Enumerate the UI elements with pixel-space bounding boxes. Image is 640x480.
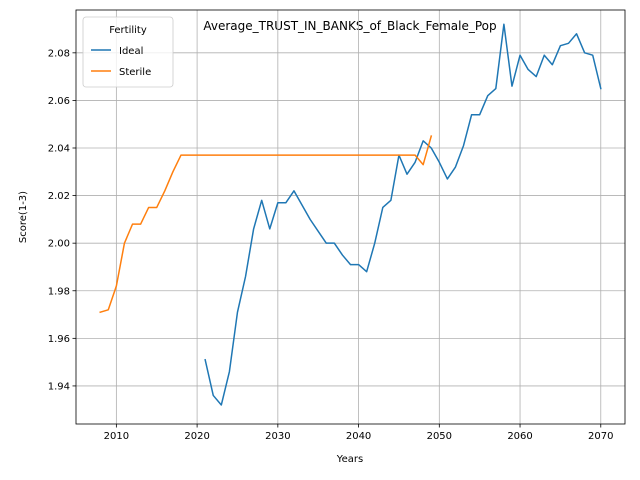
y-axis: 1.94 1.96 1.98 2.00 2.02 2.04 2.06 2.08 xyxy=(48,48,76,392)
series-line-sterile xyxy=(99,135,433,314)
plot-frame xyxy=(75,9,626,425)
grid xyxy=(76,10,625,424)
y-tick-label: 2.06 xyxy=(48,96,70,107)
x-tick-label: 2060 xyxy=(507,431,532,442)
x-axis-label: Years xyxy=(336,454,363,465)
y-tick-label: 1.94 xyxy=(48,381,70,392)
legend-label-ideal: Ideal xyxy=(119,46,143,57)
y-tick-label: 2.00 xyxy=(48,239,70,250)
chart-title: Average_TRUST_IN_BANKS_of_Black_Female_P… xyxy=(203,19,496,33)
x-tick-label: 2050 xyxy=(427,431,452,442)
y-tick-label: 2.08 xyxy=(48,48,70,59)
x-axis: 2010 2020 2030 2040 2050 2060 2070 xyxy=(104,424,614,442)
x-tick-label: 2070 xyxy=(588,431,613,442)
y-tick-label: 2.02 xyxy=(48,191,70,202)
x-tick-label: 2040 xyxy=(346,431,371,442)
x-tick-label: 2010 xyxy=(104,431,129,442)
y-axis-label: Score(1-3) xyxy=(18,191,29,243)
series-lines xyxy=(99,23,602,406)
legend-box xyxy=(82,16,174,88)
series-line-ideal xyxy=(204,23,602,406)
y-tick-label: 2.04 xyxy=(48,144,70,155)
x-tick-label: 2030 xyxy=(265,431,290,442)
legend-title: Fertility xyxy=(109,25,147,36)
y-tick-label: 1.96 xyxy=(48,334,70,345)
legend-label-sterile: Sterile xyxy=(119,67,151,78)
x-tick-label: 2020 xyxy=(184,431,209,442)
legend: Fertility Ideal Sterile xyxy=(82,16,174,88)
y-tick-label: 1.98 xyxy=(48,286,70,297)
